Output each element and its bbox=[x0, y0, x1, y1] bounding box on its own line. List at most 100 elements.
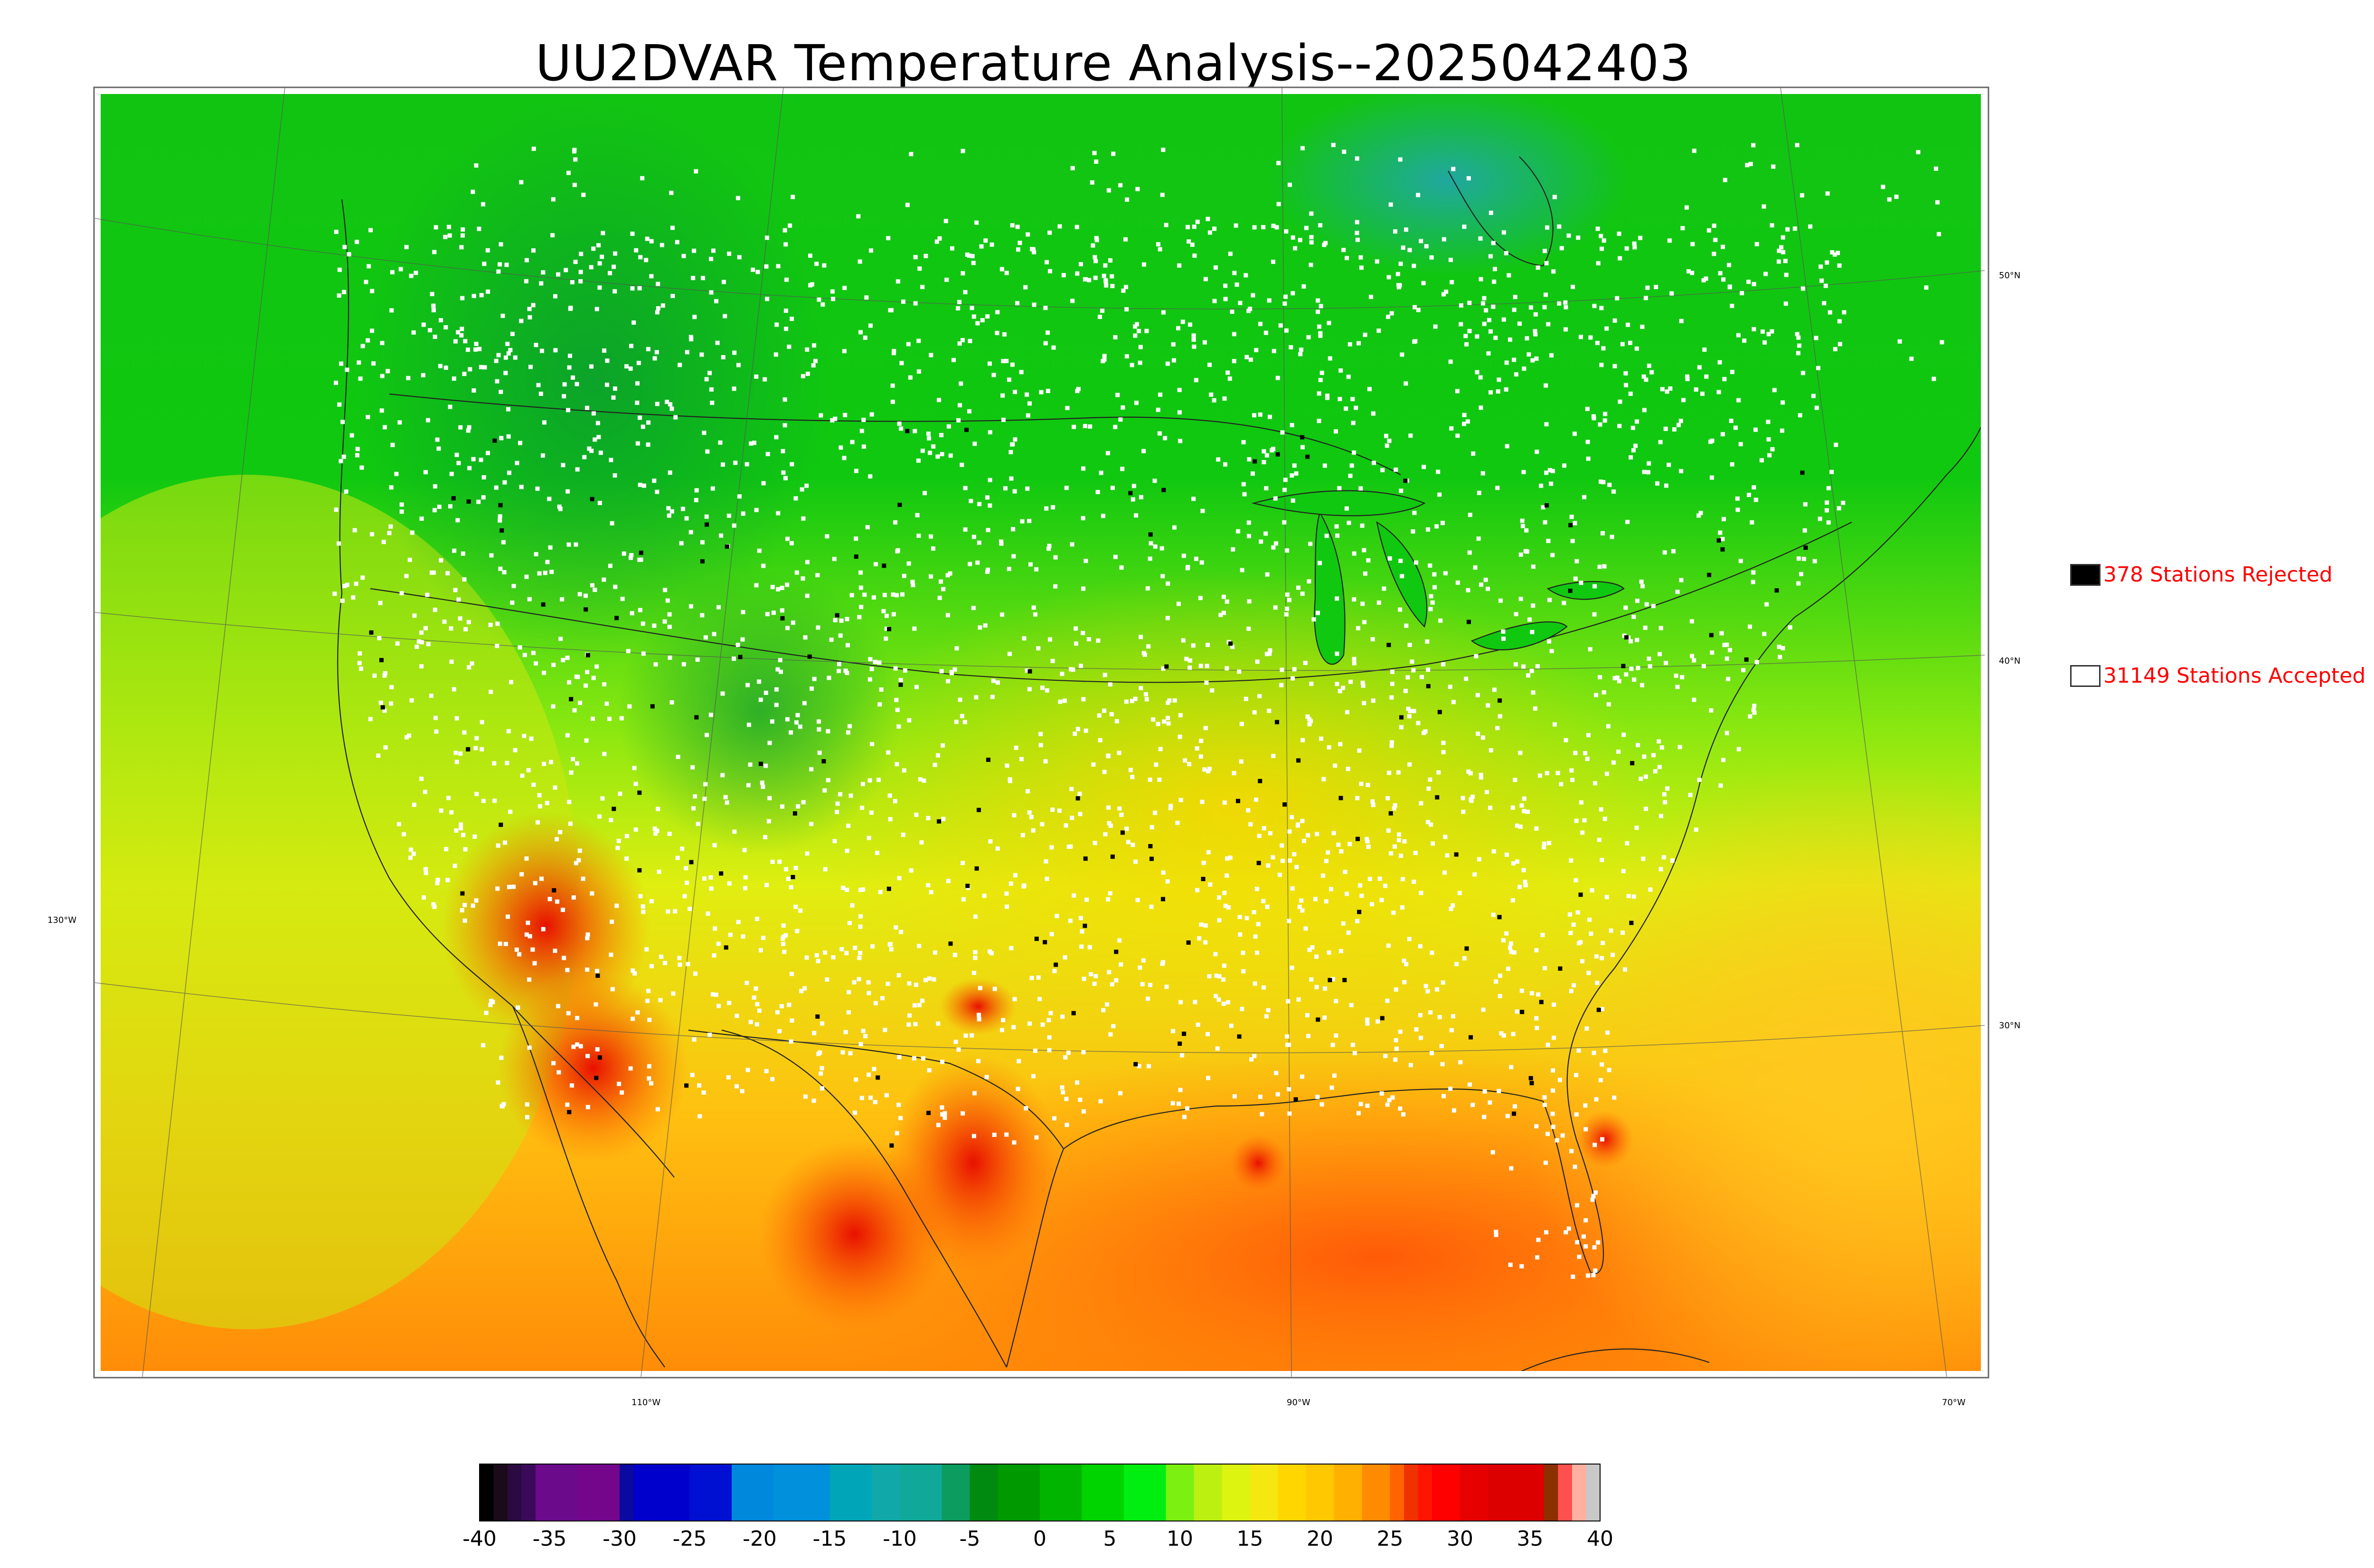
station-rejected bbox=[780, 616, 785, 620]
station-accepted bbox=[1252, 225, 1257, 230]
station-accepted bbox=[1448, 359, 1453, 364]
station-accepted bbox=[1202, 767, 1207, 772]
station-accepted bbox=[1716, 390, 1721, 394]
station-accepted bbox=[1227, 376, 1232, 381]
station-accepted bbox=[1002, 332, 1007, 337]
station-accepted bbox=[789, 730, 793, 735]
station-accepted bbox=[1704, 276, 1708, 281]
station-accepted bbox=[1052, 968, 1057, 973]
station-accepted bbox=[453, 339, 458, 344]
station-accepted bbox=[1520, 518, 1525, 523]
station-accepted bbox=[585, 936, 590, 940]
station-accepted bbox=[1783, 259, 1788, 263]
station-accepted bbox=[519, 485, 524, 489]
colorbar-tick-label: 5 bbox=[1103, 1527, 1117, 1551]
station-accepted bbox=[808, 254, 812, 258]
station-accepted bbox=[691, 806, 696, 811]
station-accepted bbox=[628, 1066, 633, 1071]
station-accepted bbox=[1062, 698, 1067, 703]
station-accepted bbox=[970, 1033, 974, 1038]
station-accepted bbox=[735, 642, 740, 647]
station-accepted bbox=[1934, 166, 1938, 171]
station-accepted bbox=[1319, 1102, 1324, 1107]
station-accepted bbox=[1238, 932, 1243, 937]
station-accepted bbox=[804, 955, 809, 960]
station-accepted bbox=[1247, 457, 1252, 461]
station-accepted bbox=[1016, 1087, 1020, 1091]
station-accepted bbox=[622, 551, 626, 556]
station-accepted bbox=[1273, 605, 1278, 610]
station-accepted bbox=[443, 325, 448, 329]
station-accepted bbox=[1395, 272, 1400, 276]
station-accepted bbox=[845, 848, 849, 853]
station-accepted bbox=[1631, 615, 1636, 619]
station-rejected bbox=[821, 759, 826, 764]
station-accepted bbox=[688, 530, 693, 535]
station-accepted bbox=[541, 270, 546, 275]
station-accepted bbox=[1070, 816, 1074, 820]
station-accepted bbox=[458, 616, 462, 621]
station-accepted bbox=[454, 452, 459, 457]
station-accepted bbox=[585, 405, 590, 410]
station-accepted bbox=[386, 369, 390, 374]
station-accepted bbox=[1134, 513, 1139, 518]
station-accepted bbox=[933, 762, 937, 767]
station-accepted bbox=[431, 308, 436, 312]
station-accepted bbox=[433, 484, 437, 488]
station-accepted bbox=[1084, 897, 1089, 902]
station-accepted bbox=[1511, 861, 1516, 866]
colorbar-tick-label: 10 bbox=[1167, 1527, 1193, 1551]
station-accepted bbox=[1318, 378, 1323, 382]
station-accepted bbox=[1348, 679, 1353, 684]
station-accepted bbox=[1301, 284, 1306, 289]
station-accepted bbox=[337, 541, 341, 546]
colorbar-segment bbox=[942, 1464, 970, 1521]
station-accepted bbox=[638, 894, 643, 899]
station-accepted bbox=[458, 425, 463, 430]
station-accepted bbox=[795, 929, 800, 933]
station-accepted bbox=[1222, 963, 1226, 968]
station-accepted bbox=[1255, 659, 1260, 664]
station-accepted bbox=[1027, 810, 1032, 815]
station-accepted bbox=[1645, 285, 1650, 290]
station-accepted bbox=[1296, 585, 1301, 590]
station-accepted bbox=[1643, 296, 1648, 300]
station-accepted bbox=[945, 613, 950, 618]
station-accepted bbox=[1419, 1035, 1423, 1040]
station-accepted bbox=[1291, 291, 1295, 296]
station-accepted bbox=[1092, 150, 1097, 155]
station-accepted bbox=[791, 195, 795, 199]
station-accepted bbox=[1309, 240, 1314, 244]
station-accepted bbox=[692, 315, 697, 319]
station-accepted bbox=[1081, 466, 1086, 471]
station-rejected bbox=[1558, 966, 1563, 971]
station-rejected bbox=[905, 429, 910, 433]
station-accepted bbox=[853, 1110, 857, 1115]
station-accepted bbox=[1133, 324, 1138, 329]
station-accepted bbox=[1429, 822, 1433, 827]
station-accepted bbox=[1375, 1019, 1380, 1024]
station-accepted bbox=[630, 286, 635, 291]
station-accepted bbox=[567, 680, 572, 685]
station-accepted bbox=[536, 820, 540, 825]
station-accepted bbox=[871, 595, 876, 600]
station-accepted bbox=[1482, 1089, 1487, 1094]
station-accepted bbox=[659, 243, 664, 247]
station-accepted bbox=[1429, 594, 1433, 599]
station-accepted bbox=[565, 1102, 570, 1107]
station-accepted bbox=[574, 861, 578, 865]
station-accepted bbox=[646, 988, 651, 993]
station-accepted bbox=[1307, 717, 1311, 722]
station-accepted bbox=[1458, 1060, 1463, 1065]
station-accepted bbox=[800, 487, 804, 492]
station-accepted bbox=[879, 687, 884, 692]
station-accepted bbox=[817, 297, 821, 302]
station-accepted bbox=[989, 951, 994, 956]
station-accepted bbox=[1661, 855, 1666, 860]
station-accepted bbox=[1564, 738, 1568, 742]
station-accepted bbox=[1063, 1055, 1068, 1060]
station-accepted bbox=[1118, 1091, 1122, 1096]
station-accepted bbox=[1497, 1089, 1501, 1093]
station-accepted bbox=[1643, 625, 1648, 630]
station-rejected bbox=[1388, 811, 1393, 816]
